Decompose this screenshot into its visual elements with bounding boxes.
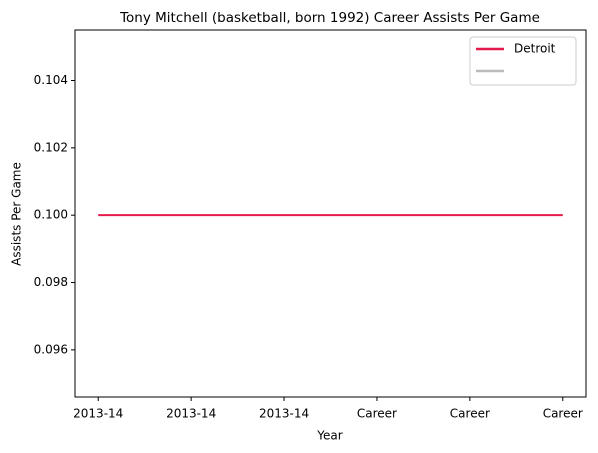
y-tick-label: 0.104 [34, 73, 68, 87]
chart-title: Tony Mitchell (basketball, born 1992) Ca… [119, 10, 540, 26]
x-tick-label: 2013-14 [259, 407, 309, 421]
x-tick-label: 2013-14 [166, 407, 216, 421]
y-tick-label: 0.102 [34, 140, 68, 154]
x-tick-label: 2013-14 [73, 407, 123, 421]
y-axis-label: Assists Per Game [10, 162, 24, 266]
plot-frame [74, 29, 587, 398]
y-tick-label: 0.096 [34, 342, 68, 356]
x-tick-label: Career [543, 407, 583, 421]
x-axis-label: Year [316, 429, 342, 443]
y-tick-label: 0.100 [34, 208, 68, 222]
y-tick-label: 0.098 [34, 275, 68, 289]
x-tick-label: Career [357, 407, 397, 421]
x-tick-label: Career [450, 407, 490, 421]
legend-label: Detroit [514, 42, 556, 56]
